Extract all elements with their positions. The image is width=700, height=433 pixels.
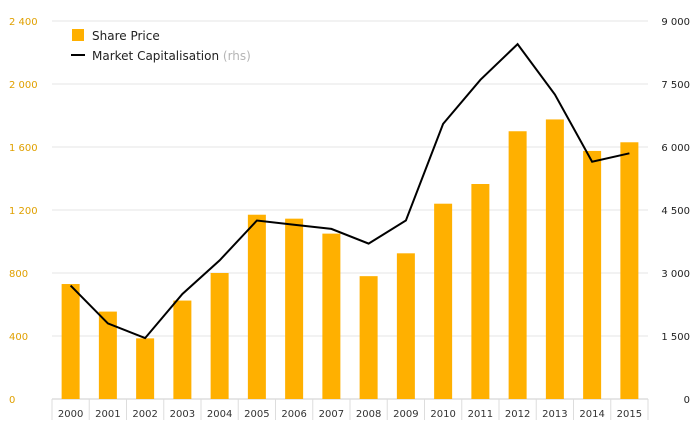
bar-2000	[61, 284, 80, 399]
bar-2014	[583, 150, 602, 399]
legend-label-market-cap: Market Capitalisation (rhs)	[92, 49, 251, 63]
y-right-tick-label: 6 000	[661, 143, 690, 154]
bar-series-share-price	[61, 119, 639, 399]
legend-label-market-cap-name: Market Capitalisation	[92, 49, 219, 63]
y-left-tick-label: 2 000	[9, 80, 38, 91]
x-tick-label: 2010	[430, 409, 455, 420]
x-axis: 2000 2001 2002 2003 2004 2005 2006 2007 2008 2009…	[51, 399, 649, 420]
y-axis-right: 0 1 500 3 000 4 500 6 000 7 500 9 000	[661, 17, 690, 406]
y-left-tick-label: 800	[9, 269, 28, 280]
bar-2004	[210, 273, 229, 399]
y-left-tick-label: 1 600	[9, 143, 38, 154]
market-cap-line	[69, 42, 630, 340]
bar-2010	[434, 203, 453, 399]
x-tick-label: 2015	[617, 409, 642, 420]
x-tick-label: 2005	[244, 409, 269, 420]
x-tick-label: 2014	[579, 409, 604, 420]
line-series-market-cap	[69, 42, 630, 340]
x-tick-label: 2013	[542, 409, 567, 420]
y-right-tick-label: 0	[684, 395, 690, 406]
y-right-tick-label: 4 500	[661, 206, 690, 217]
y-axis-left: 0 400 800 1 200 1 600 2 000 2 400	[9, 17, 38, 406]
bar-2005	[247, 214, 266, 399]
bar-2003	[173, 300, 192, 399]
bar-2001	[98, 311, 117, 399]
bar-2006	[285, 218, 304, 399]
x-tick-label: 2009	[393, 409, 418, 420]
y-right-tick-label: 1 500	[661, 332, 690, 343]
bar-2002	[136, 338, 155, 399]
bar-2015	[620, 142, 639, 399]
legend-swatch-share-price	[72, 29, 84, 41]
y-right-tick-label: 7 500	[661, 80, 690, 91]
bar-2011	[471, 184, 490, 399]
x-tick-label: 2000	[58, 409, 83, 420]
x-tick-label: 2002	[132, 409, 157, 420]
y-left-tick-label: 2 400	[9, 17, 38, 28]
bar-2013	[545, 119, 564, 399]
y-left-tick-label: 400	[9, 332, 28, 343]
legend-label-market-cap-suffix: (rhs)	[223, 49, 251, 63]
legend: Share Price Market Capitalisation (rhs)	[71, 29, 251, 63]
bar-2008	[359, 276, 378, 399]
bar-2012	[508, 131, 527, 399]
legend-label-share-price: Share Price	[92, 29, 160, 43]
x-tick-label: 2007	[319, 409, 344, 420]
x-tick-label: 2012	[505, 409, 530, 420]
x-tick-label: 2011	[468, 409, 493, 420]
x-tick-label: 2004	[207, 409, 232, 420]
bar-2009	[396, 253, 415, 399]
x-tick-label: 2001	[95, 409, 120, 420]
y-right-tick-label: 3 000	[661, 269, 690, 280]
x-tick-label: 2008	[356, 409, 381, 420]
y-left-tick-label: 1 200	[9, 206, 38, 217]
y-left-tick-label: 0	[9, 395, 15, 406]
x-tick-label: 2003	[170, 409, 195, 420]
bar-2007	[322, 233, 341, 399]
x-tick-label: 2006	[281, 409, 306, 420]
y-right-tick-label: 9 000	[661, 17, 690, 28]
